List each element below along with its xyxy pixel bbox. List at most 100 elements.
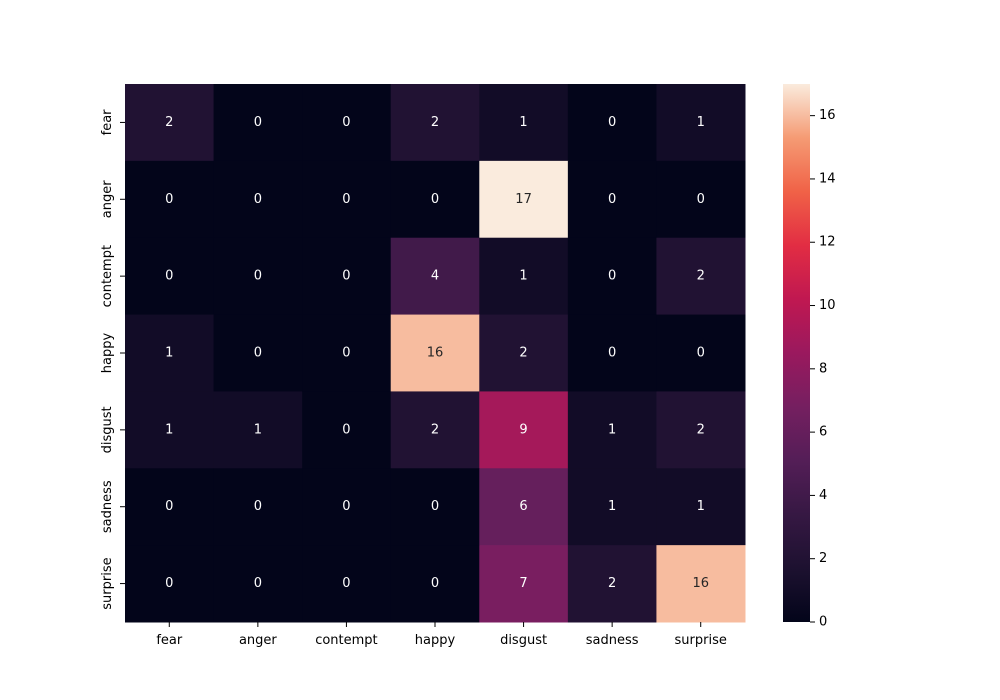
heatmap-cell-happy-contempt: [302, 314, 392, 392]
cell-value-fear-sadness: 0: [608, 115, 616, 130]
cell-value-disgust-happy: 2: [431, 422, 439, 437]
cell-value-surprise-contempt: 0: [342, 576, 350, 591]
cell-value-disgust-surprise: 2: [697, 422, 705, 437]
cell-value-anger-surprise: 0: [697, 192, 705, 207]
heatmap-cell-sadness-sadness: [567, 468, 657, 546]
cell-value-sadness-contempt: 0: [342, 499, 350, 514]
heatmap-cell-surprise-surprise: [656, 545, 746, 623]
heatmap-cell-fear-sadness: [567, 84, 657, 162]
heatmap-cell-contempt-disgust: [479, 237, 569, 316]
cell-value-fear-contempt: 0: [342, 115, 350, 130]
heatmap-cell-surprise-fear: [125, 545, 215, 623]
cell-value-anger-happy: 0: [431, 192, 439, 207]
cell-value-contempt-disgust: 1: [519, 269, 527, 284]
heatmap-cell-happy-anger: [213, 314, 303, 392]
heatmap-cell-contempt-surprise: [656, 237, 746, 316]
colorbar-tick-label: 16: [819, 108, 836, 123]
heatmap-cell-anger-surprise: [656, 160, 746, 239]
heatmap-cell-disgust-surprise: [656, 391, 746, 469]
heatmap-cell-disgust-contempt: [302, 391, 392, 469]
cell-value-happy-disgust: 2: [519, 346, 527, 361]
cell-value-happy-sadness: 0: [608, 346, 616, 361]
heatmap-cell-surprise-happy: [390, 545, 480, 623]
heatmap-cell-fear-anger: [213, 84, 303, 162]
x-tick-label: surprise: [675, 633, 727, 648]
heatmap-cell-fear-contempt: [302, 84, 392, 162]
cell-value-fear-surprise: 1: [697, 115, 705, 130]
cell-value-fear-anger: 0: [254, 115, 262, 130]
colorbar-tick-label: 12: [819, 235, 836, 250]
y-tick-label: disgust: [100, 406, 115, 453]
heatmap-cell-anger-contempt: [302, 160, 392, 239]
y-tick-label: anger: [100, 180, 115, 218]
cell-value-anger-disgust: 17: [515, 192, 532, 207]
cell-value-disgust-anger: 1: [254, 422, 262, 437]
cell-value-happy-happy: 16: [427, 346, 444, 361]
cell-value-surprise-surprise: 16: [692, 576, 709, 591]
cell-value-fear-happy: 2: [431, 115, 439, 130]
cell-value-sadness-happy: 0: [431, 499, 439, 514]
y-tick-label: surprise: [100, 557, 115, 609]
colorbar-gradient: [783, 84, 810, 622]
heatmap-cell-sadness-fear: [125, 468, 215, 546]
heatmap-cell-contempt-fear: [125, 237, 215, 316]
cell-value-surprise-fear: 0: [165, 576, 173, 591]
colorbar-tick-label: 10: [819, 298, 836, 313]
cell-value-fear-disgust: 1: [519, 115, 527, 130]
cell-value-anger-contempt: 0: [342, 192, 350, 207]
cell-value-surprise-disgust: 7: [519, 576, 527, 591]
x-tick-label: contempt: [315, 633, 377, 648]
heatmap-cell-sadness-happy: [390, 468, 480, 546]
heatmap-cell-disgust-fear: [125, 391, 215, 469]
cell-value-disgust-disgust: 9: [519, 422, 527, 437]
cell-value-anger-fear: 0: [165, 192, 173, 207]
colorbar-tick-label: 6: [819, 425, 827, 440]
cell-value-contempt-fear: 0: [165, 269, 173, 284]
cell-value-happy-surprise: 0: [697, 346, 705, 361]
heatmap-cell-surprise-sadness: [567, 545, 657, 623]
cell-value-happy-fear: 1: [165, 346, 173, 361]
x-tick-label: fear: [156, 633, 183, 648]
cell-value-happy-contempt: 0: [342, 346, 350, 361]
y-tick-label: sadness: [100, 480, 115, 533]
cell-value-happy-anger: 0: [254, 346, 262, 361]
heatmap-cell-happy-fear: [125, 314, 215, 392]
heatmap-cell-happy-sadness: [567, 314, 657, 392]
cell-value-sadness-surprise: 1: [697, 499, 705, 514]
heatmap-cell-surprise-anger: [213, 545, 303, 623]
cell-value-contempt-sadness: 0: [608, 269, 616, 284]
x-tick-label: happy: [415, 633, 456, 648]
colorbar-tick-label: 8: [819, 361, 827, 376]
cell-annotations: 2 0 0 2 1 0 10 0 0 0 17 0 00 0 0 4 1 0 21 0 0 16 2 0 01 1 0 2 9 1 20 0 0…: [165, 115, 709, 591]
cell-value-disgust-contempt: 0: [342, 422, 350, 437]
heatmap-cell-happy-disgust: [479, 314, 569, 392]
heatmap-cell-anger-happy: [390, 160, 480, 239]
heatmap-cell-fear-fear: [125, 84, 215, 162]
cell-value-contempt-surprise: 2: [697, 269, 705, 284]
cell-value-sadness-disgust: 6: [519, 499, 527, 514]
heatmap-cell-surprise-contempt: [302, 545, 392, 623]
colorbar-tick-label: 4: [819, 488, 827, 503]
cell-value-surprise-sadness: 2: [608, 576, 616, 591]
cell-value-sadness-sadness: 1: [608, 499, 616, 514]
heatmap-cell-disgust-anger: [213, 391, 303, 469]
cell-value-anger-anger: 0: [254, 192, 262, 207]
y-axis: fear anger contempt happy disgust sadness surp…: [100, 109, 125, 610]
heatmap-cell-sadness-contempt: [302, 468, 392, 546]
heatmap-cell-fear-disgust: [479, 84, 569, 162]
colorbar-tick-label: 2: [819, 551, 827, 566]
heatmap-cell-sadness-anger: [213, 468, 303, 546]
heatmap-cell-fear-happy: [390, 84, 480, 162]
heatmap-cell-contempt-contempt: [302, 237, 392, 316]
heatmap-cell-happy-surprise: [656, 314, 746, 392]
y-tick-label: fear: [100, 109, 115, 136]
x-tick-label: disgust: [500, 633, 547, 648]
y-tick-label: contempt: [100, 245, 115, 307]
cell-value-anger-sadness: 0: [608, 192, 616, 207]
cell-value-surprise-anger: 0: [254, 576, 262, 591]
heatmap-cell-anger-sadness: [567, 160, 657, 239]
heatmap-cells: [125, 84, 746, 623]
cell-value-disgust-fear: 1: [165, 422, 173, 437]
y-tick-label: happy: [100, 332, 115, 373]
cell-value-sadness-fear: 0: [165, 499, 173, 514]
